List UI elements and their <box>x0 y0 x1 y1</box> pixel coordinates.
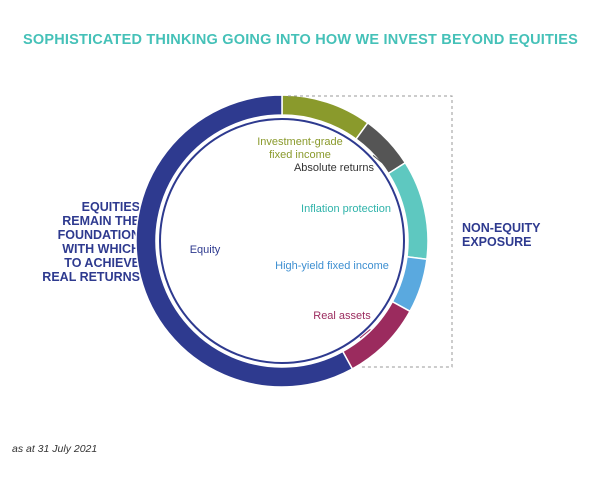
slice-equity <box>135 94 354 388</box>
connector-real-assets <box>359 329 371 339</box>
label-investment-grade-fixed-income: Investment-grade fixed income <box>257 136 343 161</box>
donut-slices <box>135 94 429 388</box>
chart-title: SOPHISTICATED THINKING GOING INTO HOW WE… <box>22 32 579 48</box>
date-footnote: as at 31 July 2021 <box>12 443 98 455</box>
equities-caption-line: REAL RETURNS <box>42 270 140 284</box>
label-absolute-returns: Absolute returns <box>294 162 375 174</box>
equities-caption: EQUITIES REMAIN THE FOUNDATION WITH WHIC… <box>26 200 140 284</box>
slice-investment-grade-fixed-income <box>281 94 369 141</box>
equities-caption-line: WITH WHICH <box>62 242 140 256</box>
inner-ring-line <box>159 118 405 364</box>
non-equity-caption-line: EXPOSURE <box>462 235 532 249</box>
label-real-assets: Real assets <box>313 310 371 322</box>
non-equity-caption-line: NON-EQUITY <box>462 221 541 235</box>
equities-caption-line: TO ACHIEVE <box>64 256 140 270</box>
label-high-yield-fixed-income: High-yield fixed income <box>275 260 389 272</box>
slice-high-yield-fixed-income <box>391 255 428 313</box>
non-equity-caption: NON-EQUITY EXPOSURE <box>462 221 572 249</box>
connector-absolute-returns <box>372 155 386 166</box>
equities-caption-line: FOUNDATION <box>57 228 140 242</box>
equities-caption-line: REMAIN THE <box>62 214 140 228</box>
label-inflation-protection: Inflation protection <box>301 203 391 215</box>
slice-inflation-protection <box>387 161 429 261</box>
non-equity-bracket <box>288 95 453 368</box>
equities-caption-line: EQUITIES <box>81 200 140 214</box>
label-equity: Equity <box>190 244 221 256</box>
label-connectors <box>359 155 386 339</box>
